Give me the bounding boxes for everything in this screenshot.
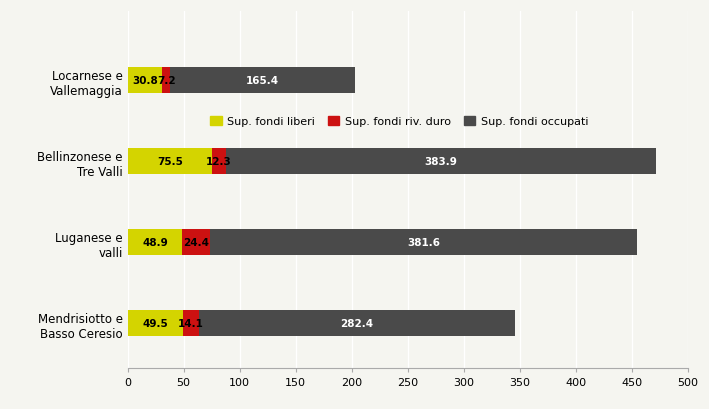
Text: 282.4: 282.4 [340,319,374,328]
Bar [182,230,210,256]
Bar [170,68,355,94]
Text: 165.4: 165.4 [246,76,279,86]
Bar [212,149,226,175]
Bar [162,68,170,94]
Text: 7.2: 7.2 [157,76,175,86]
Bar [183,311,199,337]
Text: 49.5: 49.5 [143,319,168,328]
Bar [128,68,162,94]
Bar [128,311,183,337]
Bar [210,230,637,256]
Text: 381.6: 381.6 [407,238,440,248]
Text: 12.3: 12.3 [206,157,232,167]
Text: 48.9: 48.9 [142,238,168,248]
Text: 30.8: 30.8 [132,76,157,86]
Bar [199,311,515,337]
Text: 383.9: 383.9 [425,157,457,167]
Text: 24.4: 24.4 [183,238,209,248]
Text: 75.5: 75.5 [157,157,183,167]
Bar [226,149,656,175]
Legend: Sup. fondi liberi, Sup. fondi riv. duro, Sup. fondi occupati: Sup. fondi liberi, Sup. fondi riv. duro,… [206,112,593,131]
Bar [128,149,212,175]
Text: 14.1: 14.1 [178,319,204,328]
Bar [128,230,182,256]
